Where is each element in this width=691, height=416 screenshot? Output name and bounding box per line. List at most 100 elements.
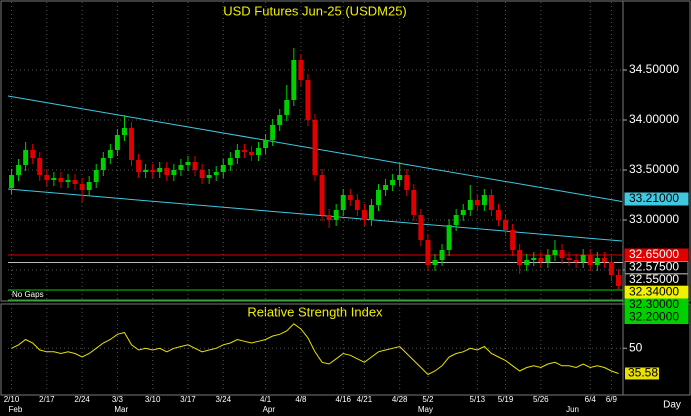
- candle-body: [390, 180, 396, 185]
- x-tick-label: 5/13: [470, 395, 486, 404]
- candle-body: [305, 80, 311, 120]
- candle-body: [206, 175, 212, 178]
- candle-body: [616, 275, 621, 286]
- candle-body: [559, 250, 565, 258]
- candle-body: [171, 170, 177, 175]
- candle-body: [333, 210, 339, 220]
- x-tick-label: 3/24: [215, 395, 231, 404]
- candle-body: [277, 115, 283, 125]
- x-tick-label: 5/2: [422, 395, 434, 404]
- candle-body: [510, 230, 516, 250]
- candle-body: [107, 150, 113, 158]
- y-tick-label: 34.00000: [629, 112, 679, 126]
- candle-body: [488, 195, 494, 210]
- candle-body: [164, 168, 170, 175]
- x-tick-label: 6/9: [606, 395, 618, 404]
- x-tick-label: 3/10: [145, 395, 161, 404]
- x-tick-label: 2/24: [74, 395, 90, 404]
- candle-body: [594, 258, 600, 265]
- candle-body: [129, 128, 134, 160]
- candle-body: [347, 195, 353, 200]
- y-tick-label: 50: [629, 340, 643, 354]
- candle-body: [86, 182, 92, 190]
- candle-body: [291, 60, 297, 100]
- x-tick-label: 6/4: [585, 395, 597, 404]
- candle-body: [587, 255, 593, 265]
- candle-body: [326, 215, 332, 220]
- candle-body: [538, 258, 544, 262]
- candle-body: [503, 220, 509, 230]
- candle-body: [383, 185, 389, 190]
- candle-body: [93, 170, 99, 182]
- chart-title: USD Futures Jun-25 (USDM25): [223, 3, 407, 18]
- month-label: May: [418, 405, 433, 414]
- candle-body: [157, 168, 163, 172]
- candle-body: [220, 165, 226, 172]
- candle-body: [241, 150, 247, 152]
- x-tick-label: 4/21: [357, 395, 373, 404]
- candle-body: [517, 250, 523, 265]
- candle-body: [552, 250, 558, 255]
- candle-body: [213, 172, 219, 175]
- candle-body: [256, 148, 262, 155]
- candle-body: [446, 225, 452, 250]
- x-tick-label: 4/1: [260, 395, 272, 404]
- candle-body: [44, 175, 50, 180]
- candle-body: [376, 190, 381, 205]
- month-label: Apr: [263, 405, 276, 414]
- candle-body: [573, 260, 579, 262]
- value-box-label: 35.58: [628, 366, 658, 380]
- rsi-title: Relative Strength Index: [247, 304, 383, 319]
- candle-body: [418, 215, 424, 240]
- candle-body: [524, 260, 530, 265]
- candle-body: [199, 170, 205, 178]
- candle-body: [566, 258, 572, 260]
- candle-body: [601, 258, 607, 262]
- candle-body: [340, 195, 346, 210]
- value-box: [625, 367, 659, 380]
- candle-body: [474, 200, 480, 205]
- candle-body: [227, 158, 233, 165]
- candle-body: [65, 180, 71, 182]
- candle-body: [531, 258, 537, 260]
- candle-body: [185, 162, 191, 165]
- price-box-label: 32.65000: [629, 247, 679, 261]
- note: No Gaps: [12, 290, 44, 299]
- price-box-label: 33.21000: [629, 191, 679, 205]
- candle-body: [453, 215, 459, 225]
- x-tick-label: 2/17: [39, 395, 55, 404]
- y-tick-label: 34.50000: [629, 62, 679, 76]
- candle-body: [545, 255, 551, 262]
- candle-body: [192, 162, 198, 170]
- price-box-label: 32.30000: [629, 297, 679, 311]
- candle-body: [404, 175, 410, 190]
- x-tick-label: 4/8: [295, 395, 307, 404]
- price-box: [624, 192, 689, 206]
- candle-body: [37, 158, 43, 175]
- candle-body: [298, 60, 304, 80]
- candle-body: [51, 178, 57, 180]
- price-panel: [0, 0, 691, 302]
- rsi-line: [11, 323, 619, 376]
- candle-body: [150, 170, 156, 172]
- candle-body: [30, 150, 36, 158]
- price-box-label: 32.55000: [629, 272, 679, 286]
- candle-body: [79, 184, 85, 190]
- candle-body: [312, 120, 318, 175]
- candle-body: [481, 195, 487, 205]
- y-tick-label: 33.00000: [629, 212, 679, 226]
- candle-body: [16, 165, 22, 175]
- candle-body: [72, 180, 78, 184]
- candle-body: [178, 165, 184, 170]
- price-box: [624, 311, 689, 324]
- candle-body: [397, 175, 403, 180]
- candle-body: [249, 152, 254, 155]
- candle-body: [284, 100, 290, 115]
- x-tick-label: 2/10: [4, 395, 20, 404]
- x-tick-label: 3/3: [112, 395, 124, 404]
- candle-body: [432, 260, 438, 265]
- candle-body: [114, 135, 120, 150]
- candle-body: [136, 160, 142, 172]
- candle-body: [270, 125, 276, 140]
